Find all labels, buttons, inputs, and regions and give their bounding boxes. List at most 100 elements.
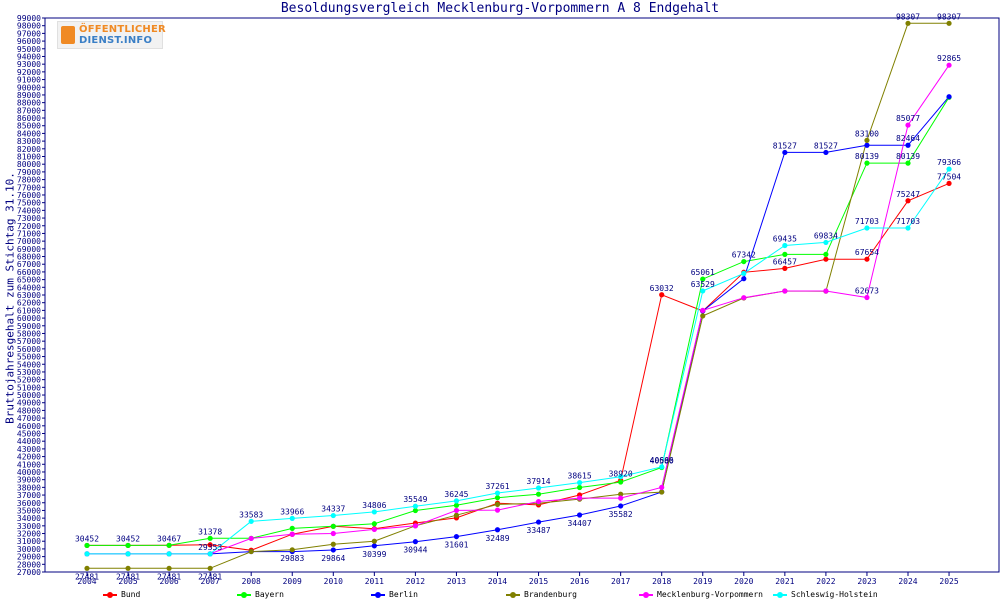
y-tick-label: 80000 [17, 160, 41, 169]
data-point-schleswig-holstein [782, 242, 788, 249]
legend-label: Berlin [389, 590, 418, 599]
x-tick-label: 2021 [775, 577, 794, 586]
data-point-bayern [166, 542, 172, 548]
data-label: 38920 [609, 469, 633, 478]
y-tick-label: 56000 [17, 345, 41, 354]
data-label: 27481 [75, 572, 99, 581]
data-point-mecklenburg-vorpommern [905, 122, 911, 128]
data-point-schleswig-holstein [494, 490, 501, 496]
data-point-brandenburg [371, 538, 377, 544]
data-point-bayern [700, 276, 706, 282]
data-label: 79366 [937, 158, 961, 167]
data-point-bund [782, 265, 788, 272]
data-point-mecklenburg-vorpommern [946, 62, 952, 68]
legend-marker-icon [107, 592, 113, 598]
data-point-brandenburg [659, 489, 665, 495]
data-label: 77504 [937, 172, 961, 181]
oeffentlicher-dienst-logo: ÖFFENTLICHER DIENST.INFO [57, 21, 166, 49]
y-tick-label: 88000 [17, 99, 41, 108]
data-point-bayern [905, 160, 911, 166]
data-point-bayern [618, 479, 624, 485]
data-label: 75247 [896, 190, 920, 199]
x-tick-label: 2011 [365, 577, 384, 586]
y-tick-label: 69000 [17, 245, 41, 254]
series-line-schleswig-holstein [87, 168, 950, 555]
y-tick-label: 70000 [17, 237, 41, 246]
data-label: 30944 [403, 546, 427, 555]
y-tick-label: 52000 [17, 376, 41, 385]
x-tick-label: 2005 [118, 577, 137, 586]
y-tick-label: 68000 [17, 253, 41, 262]
x-tick-label: 2014 [488, 577, 507, 586]
chart-title: Besoldungsvergleich Mecklenburg-Vorpomme… [280, 1, 720, 16]
data-point-brandenburg [84, 565, 90, 571]
data-point-brandenburg [618, 491, 624, 497]
data-point-bayern [453, 502, 460, 508]
data-point-brandenburg [494, 501, 501, 507]
data-point-schleswig-holstein [700, 288, 706, 294]
data-label: 30452 [75, 534, 99, 543]
data-point-schleswig-holstein [330, 512, 336, 519]
data-label: 92865 [937, 54, 961, 63]
data-label: 98307 [896, 12, 920, 21]
legend-label: Mecklenburg-Vorpommern [657, 590, 763, 599]
data-label: 34337 [321, 505, 345, 514]
legend: Bund Bayern Berlin Brandenburg Mecklenburg-V… [0, 588, 1000, 602]
data-point-bayern [741, 258, 747, 265]
data-point-mecklenburg-vorpommern [659, 484, 665, 490]
x-tick-label: 2024 [898, 577, 917, 586]
y-tick-label: 40000 [17, 468, 41, 477]
data-label: 80139 [855, 152, 879, 161]
y-tick-label: 87000 [17, 106, 41, 115]
y-tick-label: 34000 [17, 514, 41, 523]
x-tick-label: 2020 [734, 577, 753, 586]
data-point-mecklenburg-vorpommern [494, 507, 501, 513]
data-point-brandenburg [700, 313, 706, 319]
x-tick-label: 2019 [693, 577, 712, 586]
y-tick-label: 93000 [17, 60, 41, 69]
data-point-schleswig-holstein [946, 166, 952, 172]
data-label: 71703 [896, 217, 920, 226]
data-point-mecklenburg-vorpommern [618, 495, 624, 501]
y-tick-label: 71000 [17, 229, 41, 238]
x-tick-label: 2025 [939, 577, 958, 586]
data-point-bayern [289, 525, 295, 531]
data-point-mecklenburg-vorpommern [864, 294, 870, 301]
y-tick-label: 74000 [17, 206, 41, 215]
data-point-bayern [84, 542, 90, 549]
data-point-schleswig-holstein [289, 515, 295, 522]
data-label: 35549 [403, 495, 427, 504]
x-tick-label: 2023 [857, 577, 876, 586]
legend-label: Schleswig-Holstein [791, 590, 878, 599]
data-point-bund [864, 256, 870, 262]
data-point-brandenburg [946, 20, 952, 26]
data-point-schleswig-holstein [207, 551, 213, 557]
data-point-mecklenburg-vorpommern [823, 288, 829, 294]
y-tick-label: 63000 [17, 291, 41, 300]
data-point-mecklenburg-vorpommern [700, 307, 706, 313]
series-line-brandenburg [87, 22, 949, 569]
data-label: 63529 [691, 280, 715, 289]
data-label: 40580 [650, 457, 674, 466]
data-point-schleswig-holstein [453, 498, 460, 504]
y-tick-label: 91000 [17, 76, 41, 85]
y-tick-label: 43000 [17, 445, 41, 454]
y-axis-label-text: Bruttojahresgehalt zum Stichtag 31.10. [3, 172, 17, 424]
y-tick-label: 62000 [17, 299, 41, 308]
x-tick-label: 2016 [570, 577, 589, 586]
data-label: 66457 [773, 257, 797, 266]
y-tick-label: 59000 [17, 322, 41, 331]
y-axis: 2700028000290003000031000320003300034000… [17, 14, 45, 577]
y-tick-label: 46000 [17, 422, 41, 431]
x-tick-label: 2018 [652, 577, 671, 586]
data-point-mecklenburg-vorpommern [371, 526, 377, 533]
x-tick-label: 2015 [529, 577, 548, 586]
data-point-bayern [864, 160, 870, 166]
data-point-schleswig-holstein [84, 551, 90, 557]
data-point-berlin [494, 527, 501, 533]
data-label: 67342 [732, 251, 756, 260]
y-tick-label: 38000 [17, 483, 41, 492]
data-point-berlin [453, 533, 460, 540]
data-labels: 30452 30452 30467 31378 33583 33966 34337 34806… [75, 12, 961, 581]
